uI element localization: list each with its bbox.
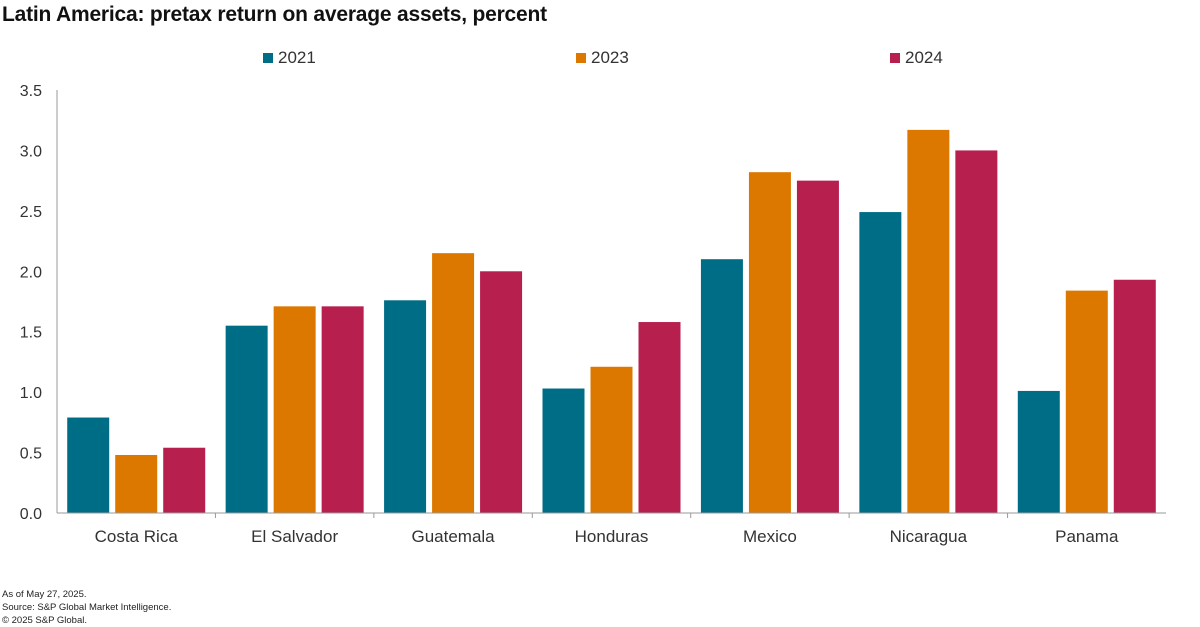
bar-2021-nicaragua bbox=[859, 212, 902, 513]
legend-swatch-2023 bbox=[576, 53, 586, 63]
x-category-label: El Salvador bbox=[251, 527, 338, 546]
y-tick-label: 1.0 bbox=[20, 385, 42, 402]
bar-2024-panama bbox=[1113, 279, 1156, 513]
legend-item-2024: 2024 bbox=[890, 48, 943, 68]
bar-2024-el-salvador bbox=[321, 306, 364, 513]
bar-2023-guatemala bbox=[432, 253, 475, 513]
legend-label-2021: 2021 bbox=[278, 48, 316, 67]
x-axis: Costa Rica El Salvador Guatemala Honduras Me… bbox=[57, 512, 1166, 546]
y-tick-label: 1.5 bbox=[20, 325, 42, 342]
x-category-label: Panama bbox=[1055, 527, 1119, 546]
x-category-label: Nicaragua bbox=[890, 527, 968, 546]
legend-item-2021: 2021 bbox=[263, 48, 316, 68]
bar-2024-honduras bbox=[638, 322, 681, 513]
bar-2023-honduras bbox=[590, 366, 633, 513]
x-category-label: Guatemala bbox=[411, 527, 495, 546]
legend-swatch-2024 bbox=[890, 53, 900, 63]
y-tick-label: 2.5 bbox=[20, 204, 42, 221]
bar-2023-mexico bbox=[748, 172, 791, 513]
footnote-source: Source: S&P Global Market Intelligence. bbox=[2, 602, 172, 613]
footnote-date: As of May 27, 2025. bbox=[2, 589, 87, 600]
bar-2021-guatemala bbox=[384, 300, 427, 513]
bar-2023-el-salvador bbox=[273, 306, 316, 513]
footnotes: As of May 27, 2025. Source: S&P Global M… bbox=[2, 588, 171, 627]
y-axis: 0.0 0.5 1.0 1.5 2.0 2.5 3.0 3.5 bbox=[20, 83, 58, 523]
bar-2021-honduras bbox=[542, 388, 585, 513]
y-tick-label: 3.0 bbox=[20, 143, 42, 160]
y-tick-label: 2.0 bbox=[20, 264, 42, 281]
x-category-label: Costa Rica bbox=[95, 527, 179, 546]
bar-2023-panama bbox=[1065, 290, 1108, 513]
bar-2024-costa-rica bbox=[163, 447, 206, 513]
bar-2023-costa-rica bbox=[115, 454, 158, 513]
bar-2021-el-salvador bbox=[225, 325, 268, 513]
legend-label-2023: 2023 bbox=[591, 48, 629, 67]
bar-2021-mexico bbox=[700, 259, 743, 513]
y-tick-label: 0.0 bbox=[20, 506, 42, 523]
bar-2023-nicaragua bbox=[907, 129, 950, 513]
bar-2021-panama bbox=[1017, 390, 1060, 513]
bar-2024-nicaragua bbox=[955, 150, 998, 513]
x-category-label: Honduras bbox=[575, 527, 649, 546]
y-tick-label: 3.5 bbox=[20, 83, 42, 100]
legend-swatch-2021 bbox=[263, 53, 273, 63]
chart-title: Latin America: pretax return on average … bbox=[2, 3, 547, 26]
x-category-label: Mexico bbox=[743, 527, 797, 546]
bar-2024-guatemala bbox=[480, 271, 523, 513]
legend-item-2023: 2023 bbox=[576, 48, 629, 68]
footnote-copyright: © 2025 S&P Global. bbox=[2, 615, 87, 626]
y-tick-label: 0.5 bbox=[20, 446, 42, 463]
bar-2024-mexico bbox=[796, 180, 839, 513]
bars bbox=[67, 129, 1156, 513]
legend-label-2024: 2024 bbox=[905, 48, 943, 67]
bar-2021-costa-rica bbox=[67, 417, 110, 513]
